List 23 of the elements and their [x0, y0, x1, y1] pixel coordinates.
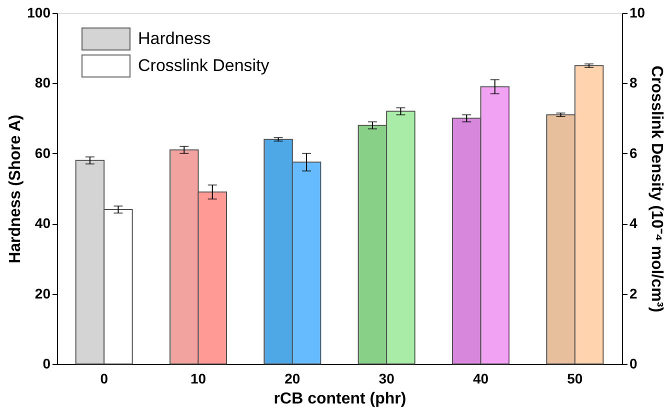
- x-tick-label: 30: [378, 370, 395, 386]
- y2-tick-label: 0: [630, 356, 638, 372]
- y-tick-label: 0: [42, 356, 51, 372]
- y-tick-label: 80: [34, 74, 51, 91]
- x-tick-label: 20: [284, 370, 300, 386]
- legend-label: Crosslink Density: [138, 56, 270, 75]
- y2-axis-title: Crosslink Density (10⁻⁴ mol/cm³): [648, 66, 666, 312]
- y2-tick-label: 4: [630, 215, 638, 232]
- y2-tick-label: 10: [630, 4, 646, 20]
- x-tick-label: 0: [100, 370, 108, 386]
- y2-tick-label: 6: [630, 144, 638, 161]
- y2-tick-label: 8: [630, 74, 638, 91]
- legend-label: Hardness: [138, 29, 211, 48]
- y2-tick-label: 2: [630, 285, 638, 302]
- y-tick-label: 100: [27, 4, 51, 20]
- y-tick-label: 60: [34, 144, 51, 161]
- x-axis-title: rCB content (phr): [274, 390, 406, 408]
- x-tick-label: 50: [567, 370, 583, 386]
- y-tick-label: 20: [34, 285, 51, 302]
- y-tick-label: 40: [34, 215, 51, 232]
- x-tick-label: 10: [190, 370, 206, 386]
- y-axis-title: Hardness (Shore A): [7, 114, 24, 264]
- x-tick-label: 40: [472, 370, 489, 386]
